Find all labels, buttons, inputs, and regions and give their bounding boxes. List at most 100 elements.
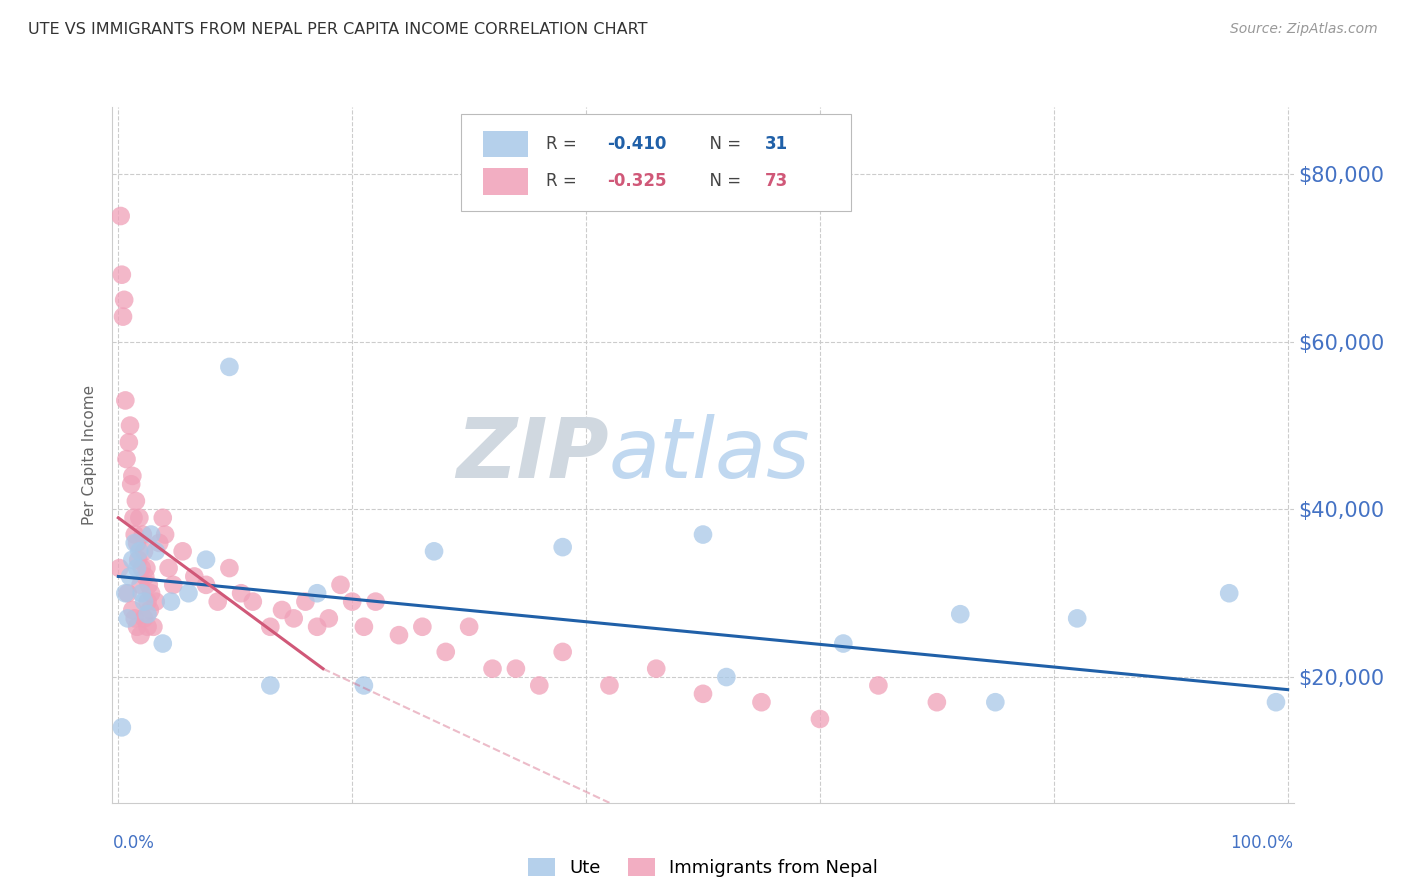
Point [949,607,972,622]
Point [121,552,143,566]
Point [353,620,375,634]
Point [121,603,143,617]
Point [218,359,240,374]
Point [423,544,446,558]
Point [132,527,155,541]
Point [411,620,433,634]
Point [1218,586,1240,600]
Point [120,477,142,491]
Point [136,607,159,622]
Text: -0.410: -0.410 [607,135,666,153]
Point [112,293,135,307]
Point [868,678,890,692]
Point [135,561,157,575]
Text: Source: ZipAtlas.com: Source: ZipAtlas.com [1230,22,1378,37]
FancyBboxPatch shape [461,114,851,211]
Point [925,695,948,709]
Point [138,578,160,592]
Text: -0.325: -0.325 [607,172,666,191]
Point [152,510,174,524]
Point [692,687,714,701]
Point [259,678,281,692]
Y-axis label: Per Capita Income: Per Capita Income [82,384,97,525]
Point [128,510,150,524]
Point [142,620,165,634]
Legend: Ute, Immigrants from Nepal: Ute, Immigrants from Nepal [520,850,886,884]
Point [118,569,141,583]
Text: atlas: atlas [609,415,810,495]
Point [128,544,150,558]
Point [136,594,159,608]
Point [121,468,143,483]
Point [145,544,167,558]
Point [984,695,1007,709]
Point [551,540,574,554]
Point [172,544,194,558]
Point [117,586,139,600]
Point [259,620,281,634]
Point [716,670,738,684]
Point [160,594,183,608]
Point [145,594,167,608]
Point [505,662,527,676]
Point [136,620,159,634]
Point [340,594,363,608]
Point [271,603,294,617]
Point [124,527,146,541]
Text: R =: R = [546,172,582,191]
Point [318,611,340,625]
Point [139,527,162,541]
Point [177,586,200,600]
Point [529,678,551,692]
Point [353,678,375,692]
Text: R =: R = [546,135,582,153]
Point [481,662,503,676]
Point [118,418,141,433]
Point [111,720,134,734]
Point [598,678,620,692]
Point [131,561,153,575]
Point [551,645,574,659]
Point [307,586,329,600]
Point [645,662,668,676]
Point [129,578,152,592]
Point [114,393,136,408]
Point [329,578,352,592]
Point [195,578,218,592]
Point [125,620,148,634]
Point [388,628,411,642]
Point [139,603,162,617]
Point [1265,695,1288,709]
Point [307,620,329,634]
Point [242,594,264,608]
Point [125,494,148,508]
Point [458,620,481,634]
Point [364,594,387,608]
Point [131,586,153,600]
Text: UTE VS IMMIGRANTS FROM NEPAL PER CAPITA INCOME CORRELATION CHART: UTE VS IMMIGRANTS FROM NEPAL PER CAPITA … [28,22,648,37]
Point [183,569,205,583]
Point [108,561,131,575]
Point [114,586,136,600]
Point [111,310,134,324]
Point [132,611,155,625]
Point [1066,611,1088,625]
Point [122,510,145,524]
Text: 0.0%: 0.0% [112,834,155,852]
FancyBboxPatch shape [484,169,529,194]
Point [152,636,174,650]
Point [132,594,155,608]
Point [692,527,714,541]
Text: 73: 73 [765,172,787,191]
Point [157,561,180,575]
Point [283,611,305,625]
Point [808,712,831,726]
Point [134,569,156,583]
Text: N =: N = [699,172,747,191]
Point [132,544,155,558]
Point [115,452,138,467]
Text: 100.0%: 100.0% [1230,834,1294,852]
Point [117,611,139,625]
Point [139,586,162,600]
Text: ZIP: ZIP [456,415,609,495]
